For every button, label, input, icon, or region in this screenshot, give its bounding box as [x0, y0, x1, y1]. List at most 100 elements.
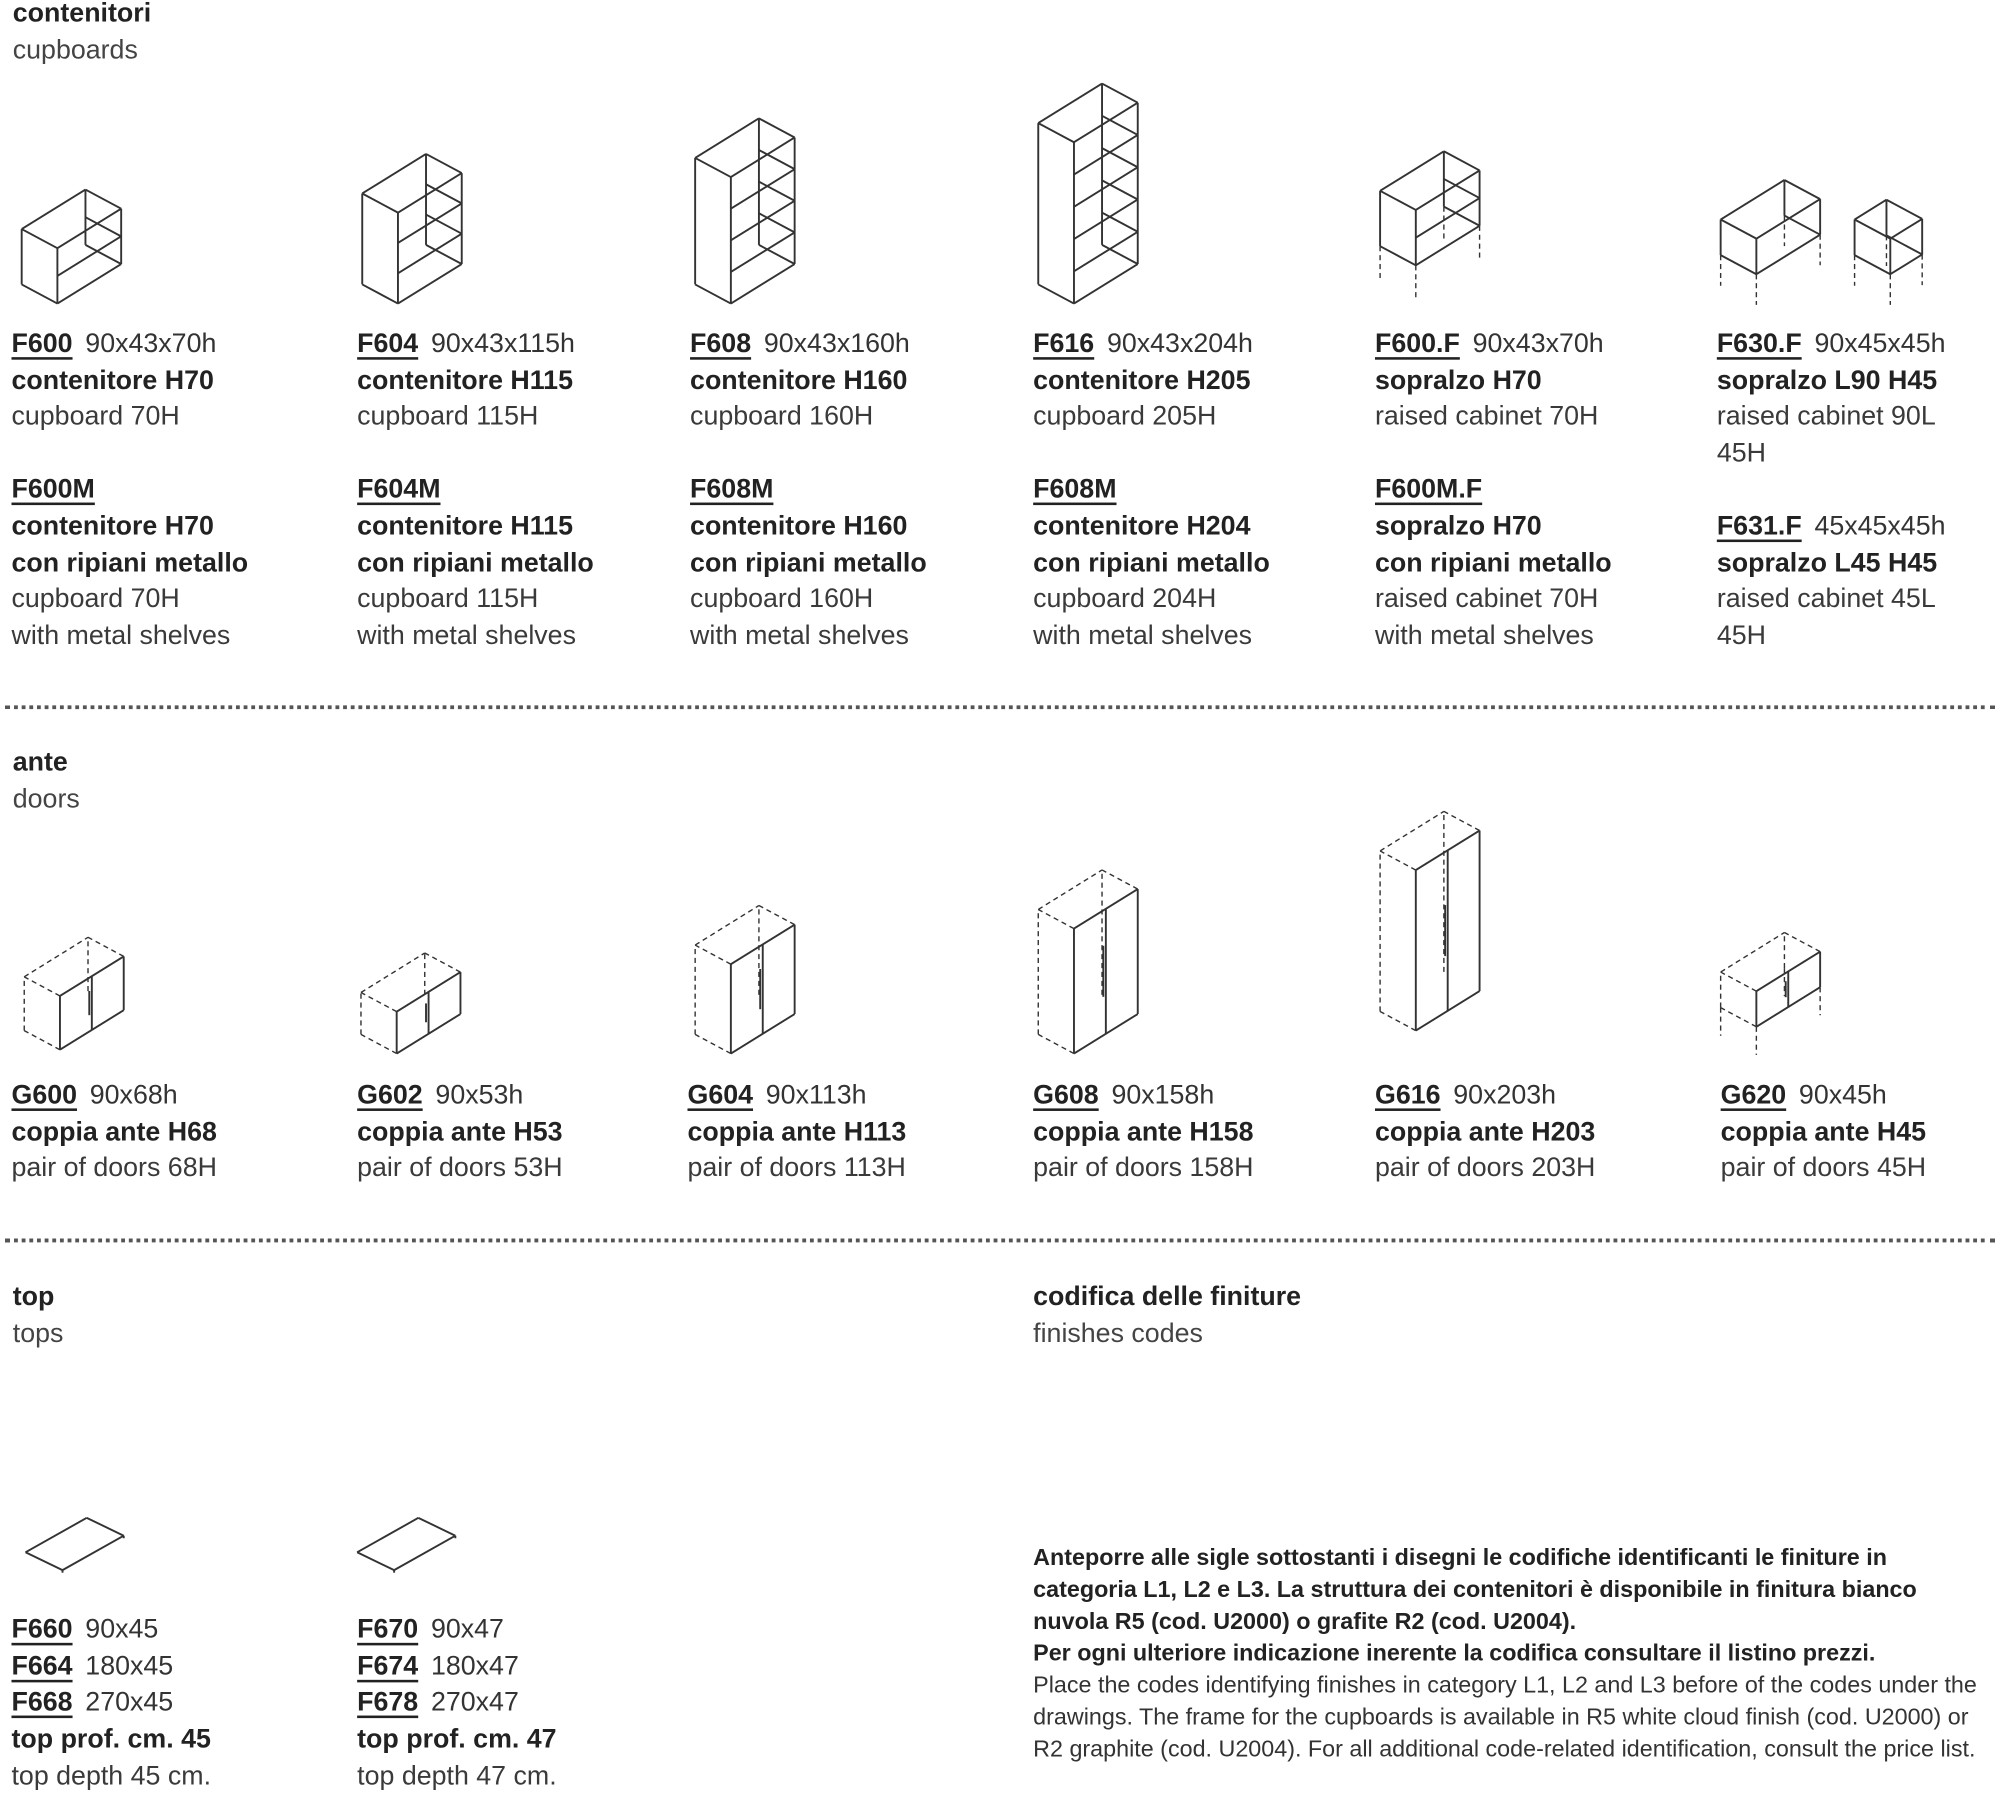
product-dimensions: 90x45x45h — [1814, 329, 1946, 359]
spacer — [357, 436, 594, 472]
product-name-it: coppia ante H203 — [1374, 1116, 1596, 1147]
cupboard-f616-drawing — [1073, 263, 1139, 305]
code-line: F660 90x45 — [11, 1612, 211, 1649]
product-card-door: G600 90x68h coppia ante H68 pair of doors 6… — [11, 1078, 216, 1188]
raised-cabinet-f630f-drawing — [1720, 179, 1785, 221]
doors-g620-drawing — [1720, 971, 1757, 992]
product-name-en: pair of doors 68H — [11, 1153, 217, 1183]
code-line: G616 90x203h — [1375, 1078, 1595, 1115]
code-line: F608M — [690, 472, 927, 509]
cupboard-f604-drawing — [361, 283, 399, 305]
product-card-door: G616 90x203h coppia ante H203 pair of doors… — [1375, 1078, 1595, 1188]
product-name-en: pair of doors 113H — [687, 1153, 906, 1183]
product-dimensions: 90x45 — [85, 1614, 159, 1645]
product-dimensions: 90x43x70h — [85, 329, 217, 359]
cupboard-f616-drawing — [1101, 147, 1139, 169]
product-name-en: pair of doors 53H — [357, 1153, 563, 1183]
doors-g608-drawing — [1037, 1033, 1075, 1055]
code-line: F674 180x47 — [357, 1649, 557, 1686]
product-name-it: contenitore H70 — [11, 511, 214, 541]
doors-g608-drawing — [1073, 1013, 1139, 1055]
product-name-it: sopralzo H70 — [1374, 365, 1542, 396]
top-f660-drawing — [25, 1551, 63, 1572]
product-name-en: cupboard 160H — [690, 402, 874, 432]
doors-g602-drawing — [360, 952, 426, 994]
cupboard-f608-drawing — [758, 180, 796, 202]
product-code: G620 — [1720, 1080, 1787, 1110]
cupboard-f600-drawing — [21, 188, 86, 230]
top-f670-drawing — [417, 1516, 456, 1537]
product-dimensions: 180x45 — [85, 1651, 174, 1681]
product-code: F600M.F — [1374, 474, 1483, 504]
doors-g602-drawing — [360, 991, 398, 1013]
product-code: F608M — [690, 474, 774, 504]
product-name-it: coppia ante H158 — [1033, 1116, 1254, 1147]
product-dimensions: 90x45h — [1798, 1080, 1887, 1110]
doors-g604-drawing — [730, 923, 796, 966]
cupboard-f616-drawing — [1037, 82, 1103, 124]
doors-g604-drawing — [694, 944, 732, 965]
product-name-en: with metal shelves — [1374, 621, 1594, 651]
code-line: G608 90x158h — [1033, 1078, 1253, 1115]
code-line: G602 90x53h — [357, 1078, 562, 1115]
cupboard-f608-drawing — [730, 136, 796, 178]
top-f670-drawing — [356, 1517, 419, 1554]
code-line: G620 90x45h — [1721, 1078, 1926, 1115]
product-name-en: cupboard 160H — [690, 584, 874, 614]
code-line: F630.F 90x45x45h — [1717, 327, 1991, 364]
finishes-description: Anteporre alle sigle sottostanti i diseg… — [1033, 1541, 1990, 1764]
section-title: ante — [12, 747, 68, 777]
product-card-door: G602 90x53h coppia ante H53 pair of doors 5… — [357, 1078, 562, 1188]
product-dimensions: 90x43x160h — [763, 329, 910, 359]
code-line: F604 90x43x115h — [357, 327, 594, 364]
product-dimensions: 90x43x204h — [1106, 329, 1253, 359]
code-line: F631.F 45x45x45h — [1717, 509, 1991, 546]
product-code: G602 — [357, 1080, 423, 1110]
product-dimensions: 90x43x70h — [1472, 329, 1604, 359]
product-name-it: con ripiani metallo — [357, 547, 594, 578]
product-name-en: cupboard 204H — [1033, 584, 1217, 614]
product-name-it: coppia ante H113 — [687, 1116, 907, 1147]
raised-cabinet-f630f-drawing — [1783, 214, 1821, 236]
code-line: F608M — [1033, 472, 1270, 509]
cupboard-f604-drawing — [397, 263, 463, 305]
finishes-text-it: Anteporre alle sigle sottostanti i diseg… — [1033, 1543, 1917, 1634]
cupboard-f608-drawing — [694, 283, 732, 305]
cupboard-f616-drawing — [1073, 230, 1139, 273]
cupboard-f608-drawing — [758, 244, 796, 265]
code-line: F678 270x47 — [357, 1685, 557, 1722]
cupboard-f608-drawing — [758, 149, 796, 170]
product-code: F670 — [357, 1614, 419, 1645]
cupboard-f608-drawing — [730, 231, 796, 273]
product-name-en: raised cabinet 90L 45H — [1716, 402, 1935, 469]
top-f660-drawing — [25, 1517, 88, 1554]
product-dimensions: 180x47 — [430, 1651, 519, 1681]
product-code: F674 — [357, 1651, 419, 1681]
cupboard-f608-drawing — [730, 263, 796, 305]
product-code: G600 — [11, 1080, 78, 1110]
doors-g600-drawing — [23, 1029, 61, 1051]
doors-g604-drawing — [758, 904, 795, 926]
spacer — [1033, 436, 1270, 472]
product-code: F631.F — [1716, 511, 1802, 541]
product-name-it: contenitore H160 — [690, 365, 908, 396]
top-f660-drawing — [86, 1516, 125, 1537]
cupboard-f616-drawing — [1101, 211, 1139, 233]
section-doors-header: ante doors — [13, 744, 80, 818]
doors-g600-drawing — [23, 976, 61, 997]
raised-cabinet-f600f-drawing — [1443, 178, 1481, 199]
raised-cabinet-f630f-drawing — [1720, 254, 1757, 276]
cupboard-f616-drawing — [1101, 82, 1139, 104]
product-name-en: raised cabinet 70H — [1374, 402, 1599, 432]
cupboard-f604-drawing — [425, 153, 463, 174]
code-line: F670 90x47 — [357, 1612, 557, 1649]
product-name-it: con ripiani metallo — [1374, 547, 1612, 578]
product-card-cupboard: F600.F 90x43x70h sopralzo H70 raised cabine… — [1375, 327, 1612, 656]
product-name-it: sopralzo L45 H45 — [1716, 547, 1938, 578]
doors-g604-drawing — [694, 904, 760, 946]
section-finishes-header: codifica delle finiture finishes codes — [1033, 1278, 1301, 1352]
code-line: F616 90x43x204h — [1033, 327, 1270, 364]
product-code: F608 — [690, 329, 752, 359]
product-code: F660 — [11, 1614, 73, 1645]
